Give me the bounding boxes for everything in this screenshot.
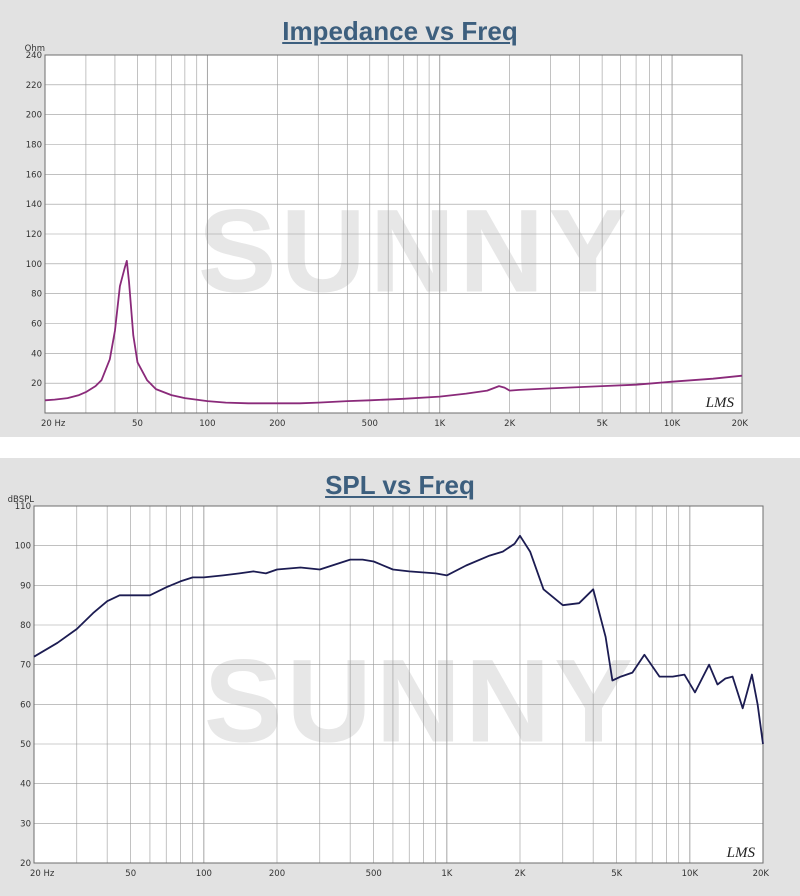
spl-chart-title: SPL vs Freq: [325, 470, 475, 500]
impedance-xtick-label: 20K: [732, 419, 749, 429]
impedance-ytick-label: 60: [31, 320, 42, 330]
spl-xtick-label: 50: [125, 869, 136, 879]
spl-ytick-label: 100: [15, 542, 31, 552]
spl-ytick-label: 20: [20, 859, 31, 869]
impedance-xtick-label: 1K: [434, 419, 445, 429]
spl-ytick-label: 110: [15, 502, 31, 512]
spl-xtick-label: 20 Hz: [30, 869, 55, 879]
impedance-xtick-label: 2K: [504, 419, 515, 429]
impedance-ytick-label: 200: [26, 111, 42, 121]
impedance-ytick-label: 20: [31, 379, 42, 389]
spl-xtick-label: 200: [269, 869, 285, 879]
spl-xtick-label: 2K: [515, 869, 526, 879]
impedance-xtick-label: 100: [199, 419, 215, 429]
spl-xtick-label: 100: [196, 869, 212, 879]
impedance-frame: [44, 54, 743, 414]
impedance-ylabel: Ohm: [25, 44, 45, 54]
impedance-ytick-label: 80: [31, 290, 42, 300]
spl-chart-panel: SPL vs Freq SUNNY 20 30 40 50 60 70 80 90 100 110 d…: [0, 458, 800, 896]
spl-frame: [33, 505, 764, 864]
impedance-chart-panel: Impedance vs Freq SUNNY 20 40 60 80 100 120 140…: [0, 0, 800, 437]
spl-lms-badge: LMS: [726, 845, 756, 861]
impedance-watermark: SUNNY: [198, 185, 631, 317]
impedance-ytick-label: 100: [26, 260, 42, 270]
spl-xtick-label: 20K: [753, 869, 770, 879]
impedance-xtick-label: 5K: [597, 419, 608, 429]
impedance-lms-badge: LMS: [705, 395, 735, 411]
impedance-ytick-label: 40: [31, 349, 42, 359]
impedance-chart: SUNNY 20 40 60 80 100 120 140 160 180 200 220 240Ohm…: [25, 44, 749, 429]
spl-ytick-label: 90: [20, 581, 31, 591]
spl-ytick-label: 40: [20, 780, 31, 790]
impedance-ytick-label: 220: [26, 81, 42, 91]
spl-ylabel: dBSPL: [8, 495, 35, 505]
spl-series-line: [33, 534, 764, 745]
impedance-chart-title: Impedance vs Freq: [282, 16, 518, 46]
impedance-ytick-label: 240: [26, 51, 42, 61]
spl-plot-area: [34, 506, 763, 863]
spl-ytick-label: 30: [20, 819, 31, 829]
impedance-xtick-label: 50: [132, 419, 143, 429]
impedance-xtick-label: 500: [362, 419, 378, 429]
spl-ytick-label: 70: [20, 661, 31, 671]
impedance-xtick-label: 10K: [664, 419, 681, 429]
spl-ytick-label: 80: [20, 621, 31, 631]
spl-ytick-label: 50: [20, 740, 31, 750]
impedance-ytick-label: 180: [26, 141, 42, 151]
impedance-ytick-label: 120: [26, 230, 42, 240]
impedance-xtick-label: 20 Hz: [41, 419, 66, 429]
spl-xtick-label: 500: [366, 869, 382, 879]
impedance-xtick-label: 200: [269, 419, 285, 429]
spl-ytick-label: 60: [20, 700, 31, 710]
spl-xtick-label: 5K: [611, 869, 622, 879]
spl-xtick-label: 10K: [682, 869, 699, 879]
impedance-ytick-label: 140: [26, 200, 42, 210]
spl-xtick-label: 1K: [441, 869, 452, 879]
spl-watermark: SUNNY: [204, 636, 637, 768]
impedance-ytick-label: 160: [26, 170, 42, 180]
impedance-series-line: [44, 259, 743, 405]
